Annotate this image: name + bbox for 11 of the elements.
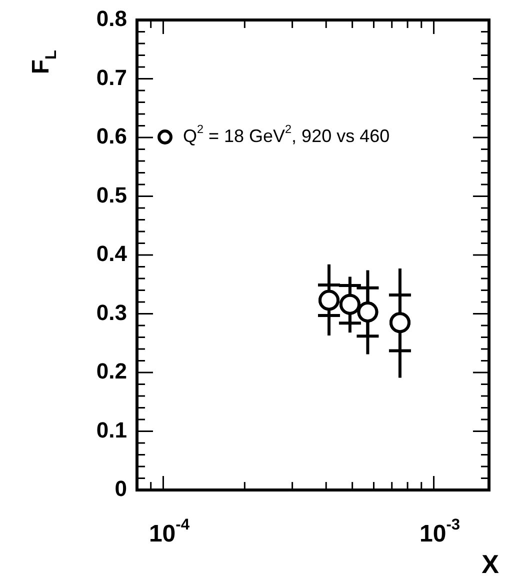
y-tick-label: 0.1	[96, 417, 128, 442]
y-tick-label: 0.7	[96, 64, 128, 90]
y-tick-label: 0.6	[96, 124, 128, 149]
y-tick-label: 0.3	[96, 300, 128, 325]
y-tick-label: 0.4	[96, 241, 128, 266]
y-tick-label: 0.5	[96, 182, 128, 208]
x-axis-title: X	[482, 549, 500, 580]
y-tick-label: 0.8	[96, 6, 128, 32]
y-tick-label: 0	[114, 476, 128, 502]
y-tick-label: 0.2	[96, 358, 128, 384]
y-axis-title: FL	[28, 50, 60, 74]
